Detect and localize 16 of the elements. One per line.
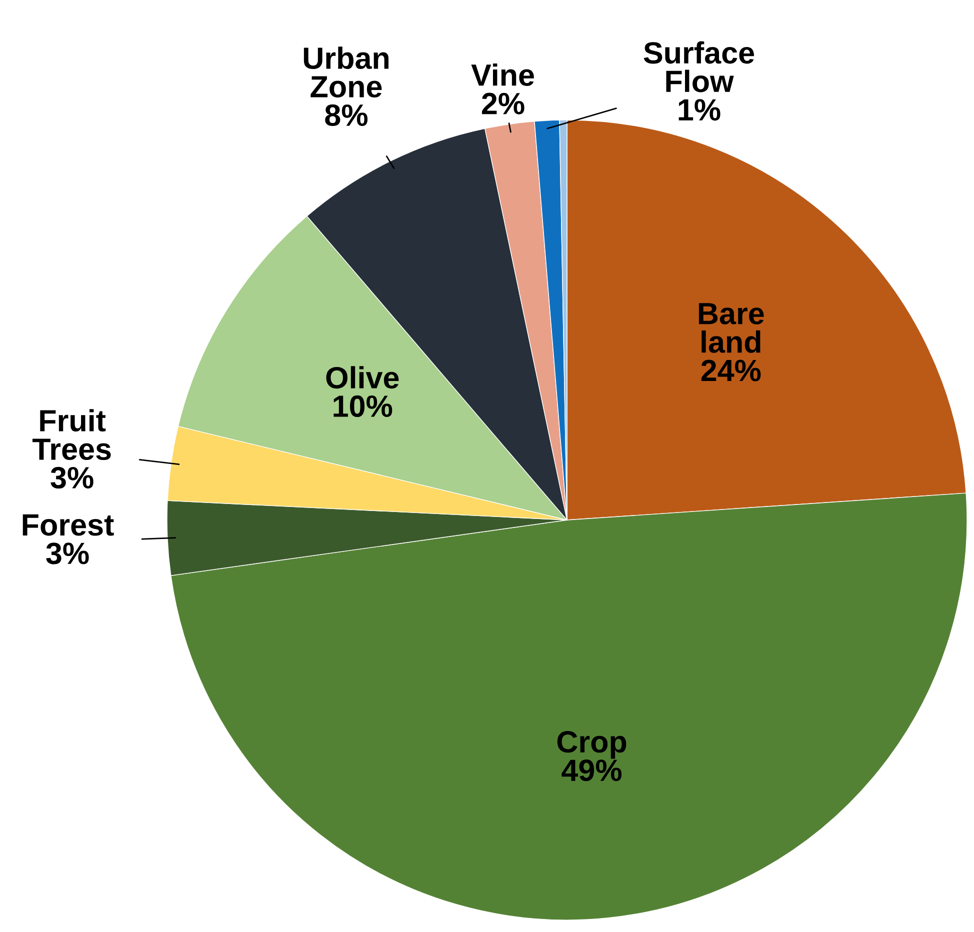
data-label: 49% (562, 760, 622, 782)
slice-label: Crop (557, 731, 626, 759)
data-label: 1% (678, 99, 720, 121)
slice-label: Urban Zone (304, 46, 388, 98)
slice-label: Olive (326, 366, 399, 389)
slice-label: Bare land (698, 303, 764, 353)
data-label: 8% (325, 104, 368, 126)
data-label: 3% (50, 466, 94, 489)
data-label: 10% (334, 395, 392, 418)
slice-label: Forest (22, 514, 114, 536)
slice-label: Fruit Trees (32, 409, 111, 460)
data-label: 24% (701, 360, 761, 382)
data-label: 3% (46, 542, 89, 564)
slice-label: Vine (471, 64, 534, 86)
slice-label: Surface Flow (644, 41, 754, 92)
data-label: 2% (482, 92, 524, 114)
